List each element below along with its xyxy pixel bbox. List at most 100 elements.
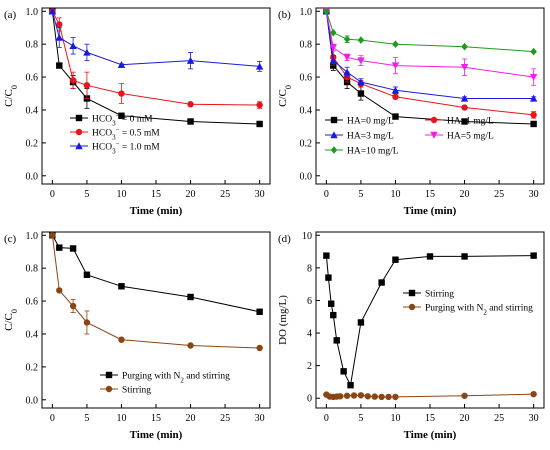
data-point [357, 319, 365, 326]
data-point [49, 232, 56, 239]
legend-label: HCO3− = 0.5 mM [92, 126, 160, 142]
x-tick-label: 15 [425, 413, 435, 424]
legend-label: HA=3 mg/L [347, 132, 394, 142]
y-tick-label: 1.0 [300, 7, 313, 18]
data-point [187, 118, 194, 125]
data-point [357, 392, 365, 399]
data-point [256, 344, 263, 352]
data-point [461, 42, 468, 51]
legend-label: HCO3− = 0 mM [92, 112, 153, 128]
data-point [323, 252, 330, 259]
legend-label: Stirring [425, 290, 454, 300]
data-point [83, 319, 91, 326]
series-line [325, 255, 534, 387]
series [323, 8, 537, 128]
x-tick-label: 25 [494, 413, 504, 424]
data-point [330, 28, 337, 37]
legend-marker [430, 131, 438, 139]
data-point [343, 54, 351, 62]
series-line [51, 11, 260, 125]
data-point [118, 283, 125, 290]
x-tick-label: 10 [116, 413, 126, 424]
data-point [328, 300, 335, 307]
data-point [357, 78, 365, 86]
data-point [392, 93, 399, 101]
legend-marker [408, 303, 416, 311]
data-point [329, 56, 337, 64]
series [322, 8, 538, 86]
y-tick-label: 6 [307, 296, 312, 307]
data-point [529, 94, 538, 102]
data-point [256, 101, 263, 109]
data-point [48, 7, 57, 15]
data-point [56, 21, 63, 28]
panel-label: (a) [4, 9, 17, 21]
data-point [460, 94, 469, 102]
series-line [325, 11, 534, 53]
x-tick-label: 30 [255, 413, 265, 424]
data-point [343, 392, 351, 399]
y-tick-label: 0.8 [26, 40, 39, 51]
y-axis-title: C/C0 [3, 309, 19, 331]
data-point [83, 48, 91, 56]
y-tick-label: 0.2 [26, 362, 39, 373]
series [48, 7, 264, 72]
x-tick-label: 30 [255, 189, 265, 200]
data-point [255, 62, 264, 70]
chart-panel: 0 5 10 15 20 25 30 0.0 0.2 0.4 0.6 0.8 1.0 Time (min)… [3, 7, 271, 217]
data-point [392, 393, 399, 401]
y-tick-label: 0.8 [300, 40, 313, 51]
y-tick-label: 0.8 [26, 264, 39, 275]
x-tick-label: 20 [460, 413, 470, 424]
data-point [530, 252, 537, 259]
y-tick-label: 4 [307, 329, 312, 340]
series [49, 232, 263, 315]
chart-panel: 0 5 10 15 20 25 30 0 2 4 6 8 10 Time (min) DO (mg/L) (d… [277, 231, 545, 441]
x-tick-label: 30 [529, 189, 539, 200]
data-point [117, 61, 126, 68]
data-point [392, 256, 399, 263]
panel-label: (b) [278, 9, 291, 21]
data-point [187, 293, 194, 301]
y-tick-label: 0.0 [26, 395, 39, 406]
x-tick-label: 25 [220, 189, 230, 200]
series [323, 390, 537, 401]
y-tick-label: 0.0 [26, 171, 39, 182]
x-tick-label: 0 [50, 413, 55, 424]
y-axis-title: C/C0 [277, 85, 293, 107]
legend-label: Purging with N2 and stirring [425, 304, 533, 317]
y-tick-label: 0.4 [26, 329, 39, 340]
data-point [378, 279, 385, 286]
x-tick-label: 0 [50, 189, 55, 200]
x-tick-label: 5 [84, 413, 89, 424]
data-point [392, 113, 399, 120]
data-point [186, 56, 195, 64]
y-tick-label: 10 [302, 231, 312, 242]
legend-marker [75, 114, 83, 122]
legend-label: Stirring [122, 386, 151, 396]
y-tick-label: 1.0 [26, 231, 39, 242]
x-tick-label: 5 [358, 413, 363, 424]
data-point [530, 120, 537, 128]
data-point [330, 311, 337, 319]
legend-marker [408, 289, 416, 297]
x-tick-label: 15 [425, 189, 435, 200]
x-tick-label: 5 [84, 189, 89, 200]
y-axis-title: DO (mg/L) [277, 295, 289, 345]
y-tick-label: 0.0 [300, 171, 313, 182]
data-point [357, 57, 365, 65]
legend-label: HA=1 mg/L [447, 117, 494, 127]
data-point [336, 393, 344, 400]
chart-panel: 0 5 10 15 20 25 30 0.0 0.2 0.4 0.6 0.8 1.0 Time (min)… [277, 7, 545, 217]
legend-label: HCO3− = 1.0 mM [92, 140, 160, 156]
data-point [378, 393, 385, 401]
data-point [83, 271, 91, 278]
plot-frame [41, 231, 271, 409]
data-point [357, 36, 365, 44]
data-point [461, 104, 468, 111]
series-line [325, 11, 534, 99]
data-point [56, 244, 63, 251]
y-tick-label: 0.2 [300, 138, 313, 149]
